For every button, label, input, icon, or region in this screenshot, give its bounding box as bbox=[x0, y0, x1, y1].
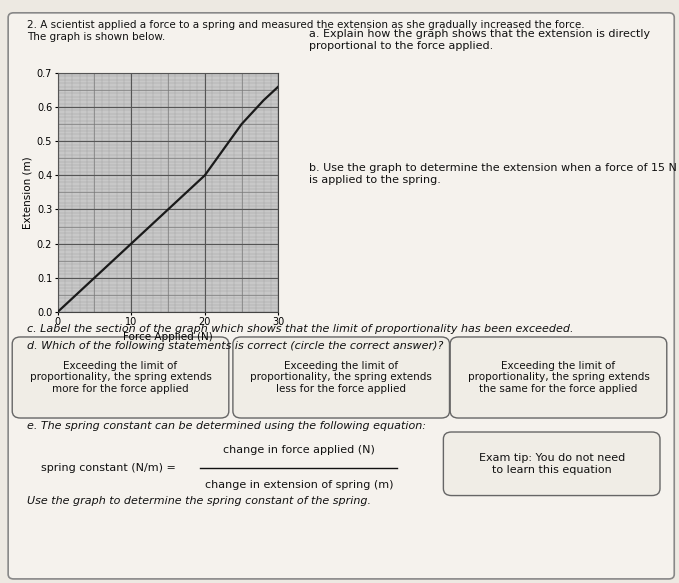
X-axis label: Force Applied (N): Force Applied (N) bbox=[123, 332, 213, 342]
Text: Exceeding the limit of
proportionality, the spring extends
less for the force ap: Exceeding the limit of proportionality, … bbox=[251, 361, 432, 394]
Text: b. Use the graph to determine the extension when a force of 15 N
is applied to t: b. Use the graph to determine the extens… bbox=[309, 163, 677, 185]
Text: Exam tip: You do not need
to learn this equation: Exam tip: You do not need to learn this … bbox=[479, 453, 625, 475]
Text: e. The spring constant can be determined using the following equation:: e. The spring constant can be determined… bbox=[27, 421, 426, 431]
Text: The graph is shown below.: The graph is shown below. bbox=[27, 32, 166, 42]
Y-axis label: Extension (m): Extension (m) bbox=[22, 156, 33, 229]
FancyBboxPatch shape bbox=[233, 337, 449, 418]
FancyBboxPatch shape bbox=[443, 432, 660, 496]
Text: change in extension of spring (m): change in extension of spring (m) bbox=[204, 480, 393, 490]
Text: c. Label the section of the graph which shows that the limit of proportionality : c. Label the section of the graph which … bbox=[27, 324, 574, 333]
Text: Use the graph to determine the spring constant of the spring.: Use the graph to determine the spring co… bbox=[27, 496, 371, 505]
FancyBboxPatch shape bbox=[12, 337, 229, 418]
Text: change in force applied (N): change in force applied (N) bbox=[223, 445, 375, 455]
FancyBboxPatch shape bbox=[450, 337, 667, 418]
Text: Exceeding the limit of
proportionality, the spring extends
the same for the forc: Exceeding the limit of proportionality, … bbox=[468, 361, 649, 394]
Text: d. Which of the following statements is correct (circle the correct answer)?: d. Which of the following statements is … bbox=[27, 341, 443, 351]
Text: 2. A scientist applied a force to a spring and measured the extension as she gra: 2. A scientist applied a force to a spri… bbox=[27, 20, 585, 30]
Text: Exceeding the limit of
proportionality, the spring extends
more for the force ap: Exceeding the limit of proportionality, … bbox=[30, 361, 211, 394]
FancyBboxPatch shape bbox=[8, 13, 674, 579]
Text: a. Explain how the graph shows that the extension is directly
proportional to th: a. Explain how the graph shows that the … bbox=[309, 29, 650, 51]
Text: spring constant (N/m) =: spring constant (N/m) = bbox=[41, 462, 176, 473]
